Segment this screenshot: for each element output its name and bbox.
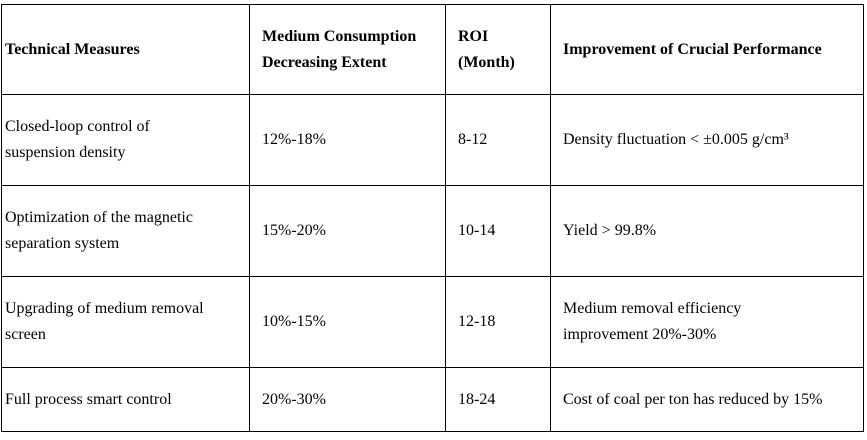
cell-improvement: Yield > 99.8% — [550, 185, 864, 277]
table-header-row: Technical Measures Medium Consumption De… — [1, 4, 864, 95]
cell-consumption-decrease: 20%-30% — [249, 367, 446, 432]
cell-roi: 8-12 — [445, 94, 551, 186]
technical-measures-table: Technical Measures Medium Consumption De… — [1, 4, 864, 432]
cell-improvement: Medium removal efficiency improvement 20… — [550, 276, 864, 368]
cell-improvement: Density fluctuation < ±0.005 g/cm³ — [550, 94, 864, 186]
cell-roi: 18-24 — [445, 367, 551, 432]
cell-improvement: Cost of coal per ton has reduced by 15% — [550, 367, 864, 432]
cell-consumption-decrease: 15%-20% — [249, 185, 446, 277]
cell-roi: 10-14 — [445, 185, 551, 277]
cell-consumption-decrease: 12%-18% — [249, 94, 446, 186]
cell-technical-measure: Full process smart control — [1, 367, 250, 432]
table-row: Optimization of the magnetic separation … — [1, 185, 864, 277]
table-row: Upgrading of medium removal screen 10%-1… — [1, 276, 864, 368]
header-medium-consumption: Medium Consumption Decreasing Extent — [249, 4, 446, 95]
table-row: Closed-loop control of suspension densit… — [1, 94, 864, 186]
cell-technical-measure: Upgrading of medium removal screen — [1, 276, 250, 368]
cell-technical-measure: Closed-loop control of suspension densit… — [1, 94, 250, 186]
header-technical-measures: Technical Measures — [1, 4, 250, 95]
header-roi: ROI (Month) — [445, 4, 551, 95]
cell-technical-measure: Optimization of the magnetic separation … — [1, 185, 250, 277]
header-improvement: Improvement of Crucial Performance — [550, 4, 864, 95]
cell-roi: 12-18 — [445, 276, 551, 368]
cell-consumption-decrease: 10%-15% — [249, 276, 446, 368]
table-row: Full process smart control 20%-30% 18-24… — [1, 367, 864, 432]
